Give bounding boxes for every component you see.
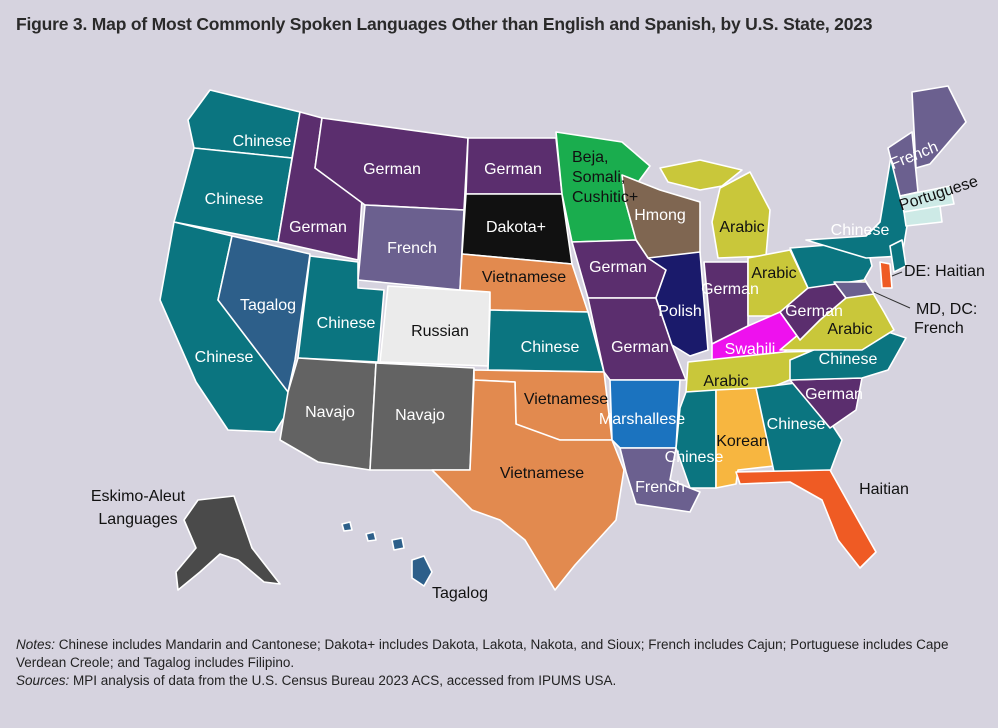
label-alaska-1: Eskimo-Aleut bbox=[91, 488, 186, 505]
label-georgia: Chinese bbox=[767, 416, 826, 433]
label-nevada: Tagalog bbox=[240, 297, 296, 314]
label-north-dakota: German bbox=[484, 161, 542, 178]
label-alaska-2: Languages bbox=[98, 511, 177, 528]
figure-title: Figure 3. Map of Most Commonly Spoken La… bbox=[16, 14, 873, 34]
label-oregon: Chinese bbox=[205, 191, 264, 208]
sources-label: Sources: bbox=[16, 673, 70, 688]
label-kentucky: Swahili bbox=[725, 341, 776, 358]
label-wyoming: French bbox=[387, 240, 437, 257]
notes-label: Notes: bbox=[16, 637, 56, 652]
state-mississippi bbox=[675, 389, 717, 489]
label-south-carolina: German bbox=[805, 386, 863, 403]
label-west-virginia: German bbox=[785, 303, 843, 320]
label-texas: Vietnamese bbox=[500, 465, 584, 482]
us-language-map: Chinese Chinese Chinese Tagalog German G… bbox=[91, 85, 985, 602]
state-delaware bbox=[879, 261, 893, 289]
state-hawaii-oahu bbox=[365, 531, 377, 542]
label-illinois: Polish bbox=[658, 303, 702, 320]
leader-de bbox=[891, 271, 903, 277]
label-missouri: German bbox=[611, 339, 669, 356]
label-minnesota-3: Cushitic+ bbox=[572, 189, 638, 206]
sources-line: Sources: MPI analysis of data from the U… bbox=[16, 672, 986, 690]
label-virginia: Arabic bbox=[827, 321, 872, 338]
label-arkansas: Marshallese bbox=[599, 411, 685, 428]
label-tennessee: Arabic bbox=[703, 373, 748, 390]
state-new-jersey bbox=[889, 239, 907, 273]
label-iowa: German bbox=[589, 259, 647, 276]
label-michigan: Arabic bbox=[719, 219, 764, 236]
state-illinois bbox=[647, 251, 709, 357]
label-delaware: DE: Haitian bbox=[904, 263, 985, 280]
label-louisiana: French bbox=[635, 479, 685, 496]
state-alaska bbox=[175, 495, 281, 591]
label-ohio: Arabic bbox=[751, 265, 796, 282]
label-minnesota-2: Somali, bbox=[572, 169, 625, 186]
label-california: Chinese bbox=[195, 349, 254, 366]
label-oklahoma: Vietnamese bbox=[524, 391, 608, 408]
notes-section: Notes: Chinese includes Mandarin and Can… bbox=[16, 636, 986, 690]
label-colorado: Russian bbox=[411, 323, 469, 340]
leader-lines bbox=[873, 271, 911, 309]
label-maryland-1: MD, DC: bbox=[916, 301, 977, 318]
label-montana: German bbox=[363, 161, 421, 178]
label-arizona: Navajo bbox=[305, 404, 355, 421]
label-hawaii: Tagalog bbox=[432, 585, 488, 602]
state-hawaii-maui bbox=[391, 537, 405, 551]
state-nevada bbox=[217, 235, 311, 393]
label-mississippi: Chinese bbox=[665, 449, 724, 466]
label-north-carolina: Chinese bbox=[819, 351, 878, 368]
sources-text: MPI analysis of data from the U.S. Censu… bbox=[69, 673, 617, 688]
state-florida bbox=[735, 469, 877, 569]
label-florida: Haitian bbox=[859, 481, 909, 498]
notes-line: Notes: Chinese includes Mandarin and Can… bbox=[16, 636, 986, 672]
leader-md bbox=[873, 291, 911, 309]
state-texas bbox=[431, 379, 625, 591]
label-south-dakota: Dakota+ bbox=[486, 219, 546, 236]
label-idaho: German bbox=[289, 219, 347, 236]
notes-text: Chinese includes Mandarin and Cantonese;… bbox=[16, 637, 949, 670]
label-indiana: German bbox=[701, 281, 759, 298]
label-new-york: Chinese bbox=[831, 222, 890, 239]
state-hawaii-big bbox=[411, 555, 433, 587]
label-minnesota-1: Beja, bbox=[572, 149, 608, 166]
label-maryland-2: French bbox=[914, 320, 964, 337]
state-maryland bbox=[833, 281, 875, 299]
state-hawaii-kauai bbox=[341, 521, 353, 532]
label-nebraska: Vietnamese bbox=[482, 269, 566, 286]
state-maine bbox=[911, 85, 967, 169]
label-washington: Chinese bbox=[233, 133, 292, 150]
state-connecticut-ri bbox=[903, 205, 943, 227]
label-alabama: Korean bbox=[716, 433, 768, 450]
label-kansas: Chinese bbox=[521, 339, 580, 356]
state-michigan-up bbox=[659, 159, 743, 191]
state-louisiana bbox=[619, 447, 701, 513]
label-utah: Chinese bbox=[317, 315, 376, 332]
label-new-mexico: Navajo bbox=[395, 407, 445, 424]
label-wisconsin: Hmong bbox=[634, 207, 686, 224]
